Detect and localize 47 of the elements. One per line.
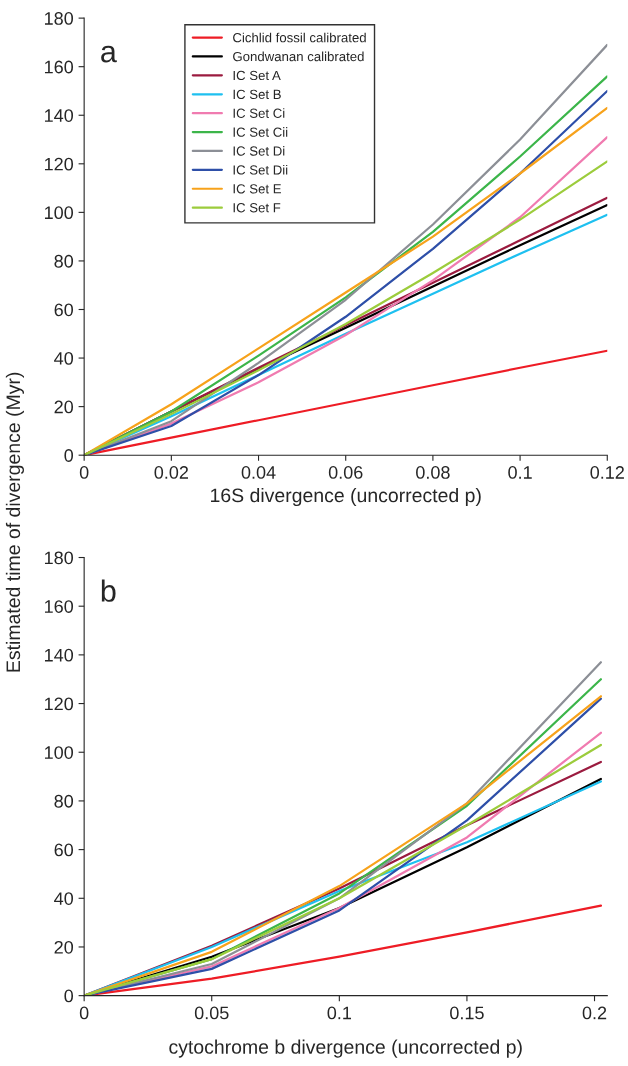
y-tick-label: 140 (44, 648, 74, 662)
y-tick-label: 80 (54, 254, 74, 268)
y-tick-label: 120 (44, 697, 74, 711)
annotation: b (101, 579, 116, 602)
x-tick-label: 0 (79, 466, 89, 479)
y-axis-title: Estimated time of divergence (Myr) (5, 372, 24, 672)
legend-label: Gondwanan calibrated (233, 51, 364, 62)
annotation: a (101, 45, 117, 63)
legend-label: IC Set Dii (233, 164, 288, 175)
y-tick-label: 180 (44, 12, 74, 25)
y-tick-label: 160 (44, 60, 74, 74)
y-tick-label: 40 (54, 892, 74, 905)
y-tick-label: 0 (64, 449, 74, 462)
legend-label: IC Set F (233, 203, 281, 213)
y-tick-label: 180 (44, 551, 74, 565)
x-tick-label: 0 (79, 1006, 89, 1020)
x-tick-label: 0.02 (154, 466, 189, 479)
x-tick-label: 0.04 (241, 466, 276, 479)
x-tick-label: 0.08 (416, 466, 450, 479)
y-tick-label: 160 (44, 600, 74, 613)
y-tick-label: 20 (54, 400, 74, 414)
y-tick-label: 60 (54, 843, 74, 857)
legend-label: IC Set E (233, 184, 281, 194)
legend-label: IC Set Ci (233, 108, 285, 118)
y-tick-label: 20 (54, 940, 74, 954)
y-tick-label: 40 (54, 351, 74, 365)
legend-label: IC Set A (233, 70, 281, 81)
x-tick-label: 0.2 (582, 1006, 607, 1020)
legend-label: IC Set B (233, 89, 281, 100)
x-tick-label: 0.05 (194, 1006, 229, 1020)
x-tick-label: 0.12 (590, 466, 624, 479)
x-tick-label: 0.1 (508, 466, 532, 479)
y-tick-label: 140 (44, 109, 74, 122)
y-tick-label: 100 (44, 206, 74, 220)
x-tick-label: 0.15 (450, 1006, 484, 1020)
y-tick-label: 60 (54, 303, 74, 317)
y-tick-label: 120 (44, 157, 74, 171)
x-axis-title: 16S divergence (uncorrected p) (211, 487, 481, 507)
legend-label: IC Set Di (233, 146, 285, 156)
legend-label: Cichlid fossil calibrated (233, 32, 366, 43)
x-tick-label: 0.06 (328, 466, 363, 479)
x-axis-title: cytochrome b divergence (uncorrected p) (169, 1039, 522, 1058)
legend-label: IC Set Cii (233, 127, 288, 137)
x-tick-label: 0.1 (327, 1006, 351, 1020)
y-tick-label: 80 (54, 794, 74, 808)
y-tick-label: 0 (64, 989, 74, 1003)
y-tick-label: 100 (44, 746, 74, 759)
